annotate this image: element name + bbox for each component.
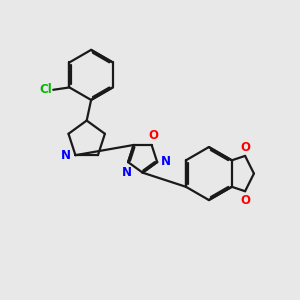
Text: Cl: Cl (39, 83, 52, 96)
Text: N: N (161, 155, 171, 168)
Text: N: N (61, 149, 71, 162)
Text: O: O (240, 194, 250, 207)
Text: O: O (240, 140, 250, 154)
Text: O: O (148, 129, 158, 142)
Text: N: N (122, 166, 132, 179)
